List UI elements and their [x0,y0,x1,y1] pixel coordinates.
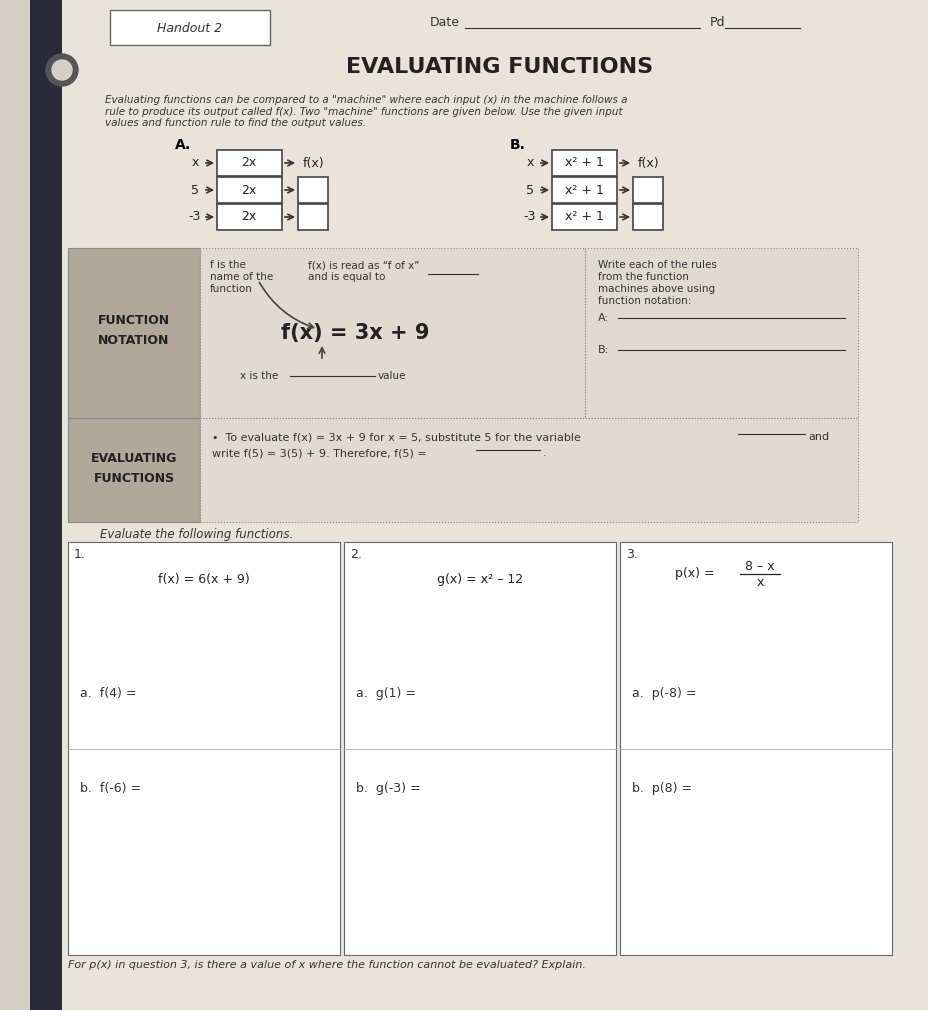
Text: FUNCTION: FUNCTION [97,314,170,327]
Text: 2x: 2x [241,157,256,170]
Text: NOTATION: NOTATION [98,334,170,347]
Text: -3: -3 [523,210,535,223]
Text: a.  f(4) =: a. f(4) = [80,687,136,700]
Text: B:: B: [598,345,609,355]
Bar [619,542,891,955]
Bar [217,204,282,230]
Bar [632,204,663,230]
Text: f(x): f(x) [303,157,324,170]
Text: x² + 1: x² + 1 [564,210,603,223]
Text: Write each of the rules: Write each of the rules [598,260,716,270]
Text: b.  g(-3) =: b. g(-3) = [355,782,420,795]
Text: x: x [526,157,533,170]
Text: f(x) is read as “f of x”: f(x) is read as “f of x” [308,260,419,270]
Bar [68,248,200,418]
Text: Evaluate the following functions.: Evaluate the following functions. [100,528,293,541]
Text: f is the: f is the [210,260,246,270]
Text: b.  p(8) =: b. p(8) = [631,782,691,795]
Text: 1.: 1. [74,548,85,561]
Text: 3.: 3. [625,548,638,561]
Bar [298,177,328,203]
Text: write f(5) = 3(5) + 9. Therefore, f(5) =: write f(5) = 3(5) + 9. Therefore, f(5) = [212,448,426,458]
Bar [30,0,62,1010]
Text: p(x) =: p(x) = [675,568,714,581]
Text: function: function [210,284,252,294]
Text: B.: B. [509,138,525,152]
Text: EVALUATING: EVALUATING [91,451,177,465]
Text: a.  g(1) =: a. g(1) = [355,687,416,700]
Text: 8 – x: 8 – x [744,560,774,573]
Text: function notation:: function notation: [598,296,690,306]
Text: Date: Date [430,16,459,29]
Text: .: . [542,448,546,458]
Bar [551,204,616,230]
Text: FUNCTIONS: FUNCTIONS [94,472,174,485]
Text: and is equal to: and is equal to [308,272,385,282]
Text: 2x: 2x [241,184,256,197]
Text: value: value [378,371,406,381]
Text: b.  f(-6) =: b. f(-6) = [80,782,141,795]
Text: A:: A: [598,313,609,323]
Bar [551,150,616,176]
Bar [110,10,270,45]
Text: machines above using: machines above using [598,284,715,294]
Text: Evaluating functions can be compared to a "machine" where each input (x) in the : Evaluating functions can be compared to … [105,95,626,128]
Text: For p(x) in question 3, is there a value of x where the function cannot be evalu: For p(x) in question 3, is there a value… [68,960,586,970]
Bar [217,177,282,203]
Circle shape [52,60,72,80]
Text: name of the: name of the [210,272,273,282]
Text: Handout 2: Handout 2 [157,21,223,34]
Text: 2x: 2x [241,210,256,223]
Bar [632,177,663,203]
Text: f(x) = 3x + 9: f(x) = 3x + 9 [280,323,429,343]
Bar [200,418,857,522]
Text: 2.: 2. [350,548,362,561]
Text: •  To evaluate f(x) = 3x + 9 for x = 5, substitute 5 for the variable: • To evaluate f(x) = 3x + 9 for x = 5, s… [212,432,580,442]
Text: Pd: Pd [709,16,725,29]
Bar [343,542,615,955]
Text: x is the: x is the [239,371,278,381]
Bar [298,204,328,230]
Bar [217,150,282,176]
Text: x² + 1: x² + 1 [564,184,603,197]
Text: A.: A. [174,138,191,152]
Text: x: x [191,157,199,170]
Text: x² + 1: x² + 1 [564,157,603,170]
Text: 5: 5 [191,184,199,197]
Text: f(x): f(x) [638,157,659,170]
Bar [68,542,340,955]
Bar [585,248,857,418]
Text: x: x [755,577,763,590]
Text: from the function: from the function [598,272,689,282]
Text: a.  p(-8) =: a. p(-8) = [631,687,696,700]
Text: 5: 5 [525,184,534,197]
Bar [551,177,616,203]
Text: EVALUATING FUNCTIONS: EVALUATING FUNCTIONS [346,57,653,77]
Bar [68,418,200,522]
Text: and: and [807,432,828,442]
Circle shape [46,54,78,86]
Text: g(x) = x² – 12: g(x) = x² – 12 [436,574,522,587]
Bar [200,248,585,418]
Text: -3: -3 [188,210,201,223]
Text: f(x) = 6(x + 9): f(x) = 6(x + 9) [158,574,250,587]
